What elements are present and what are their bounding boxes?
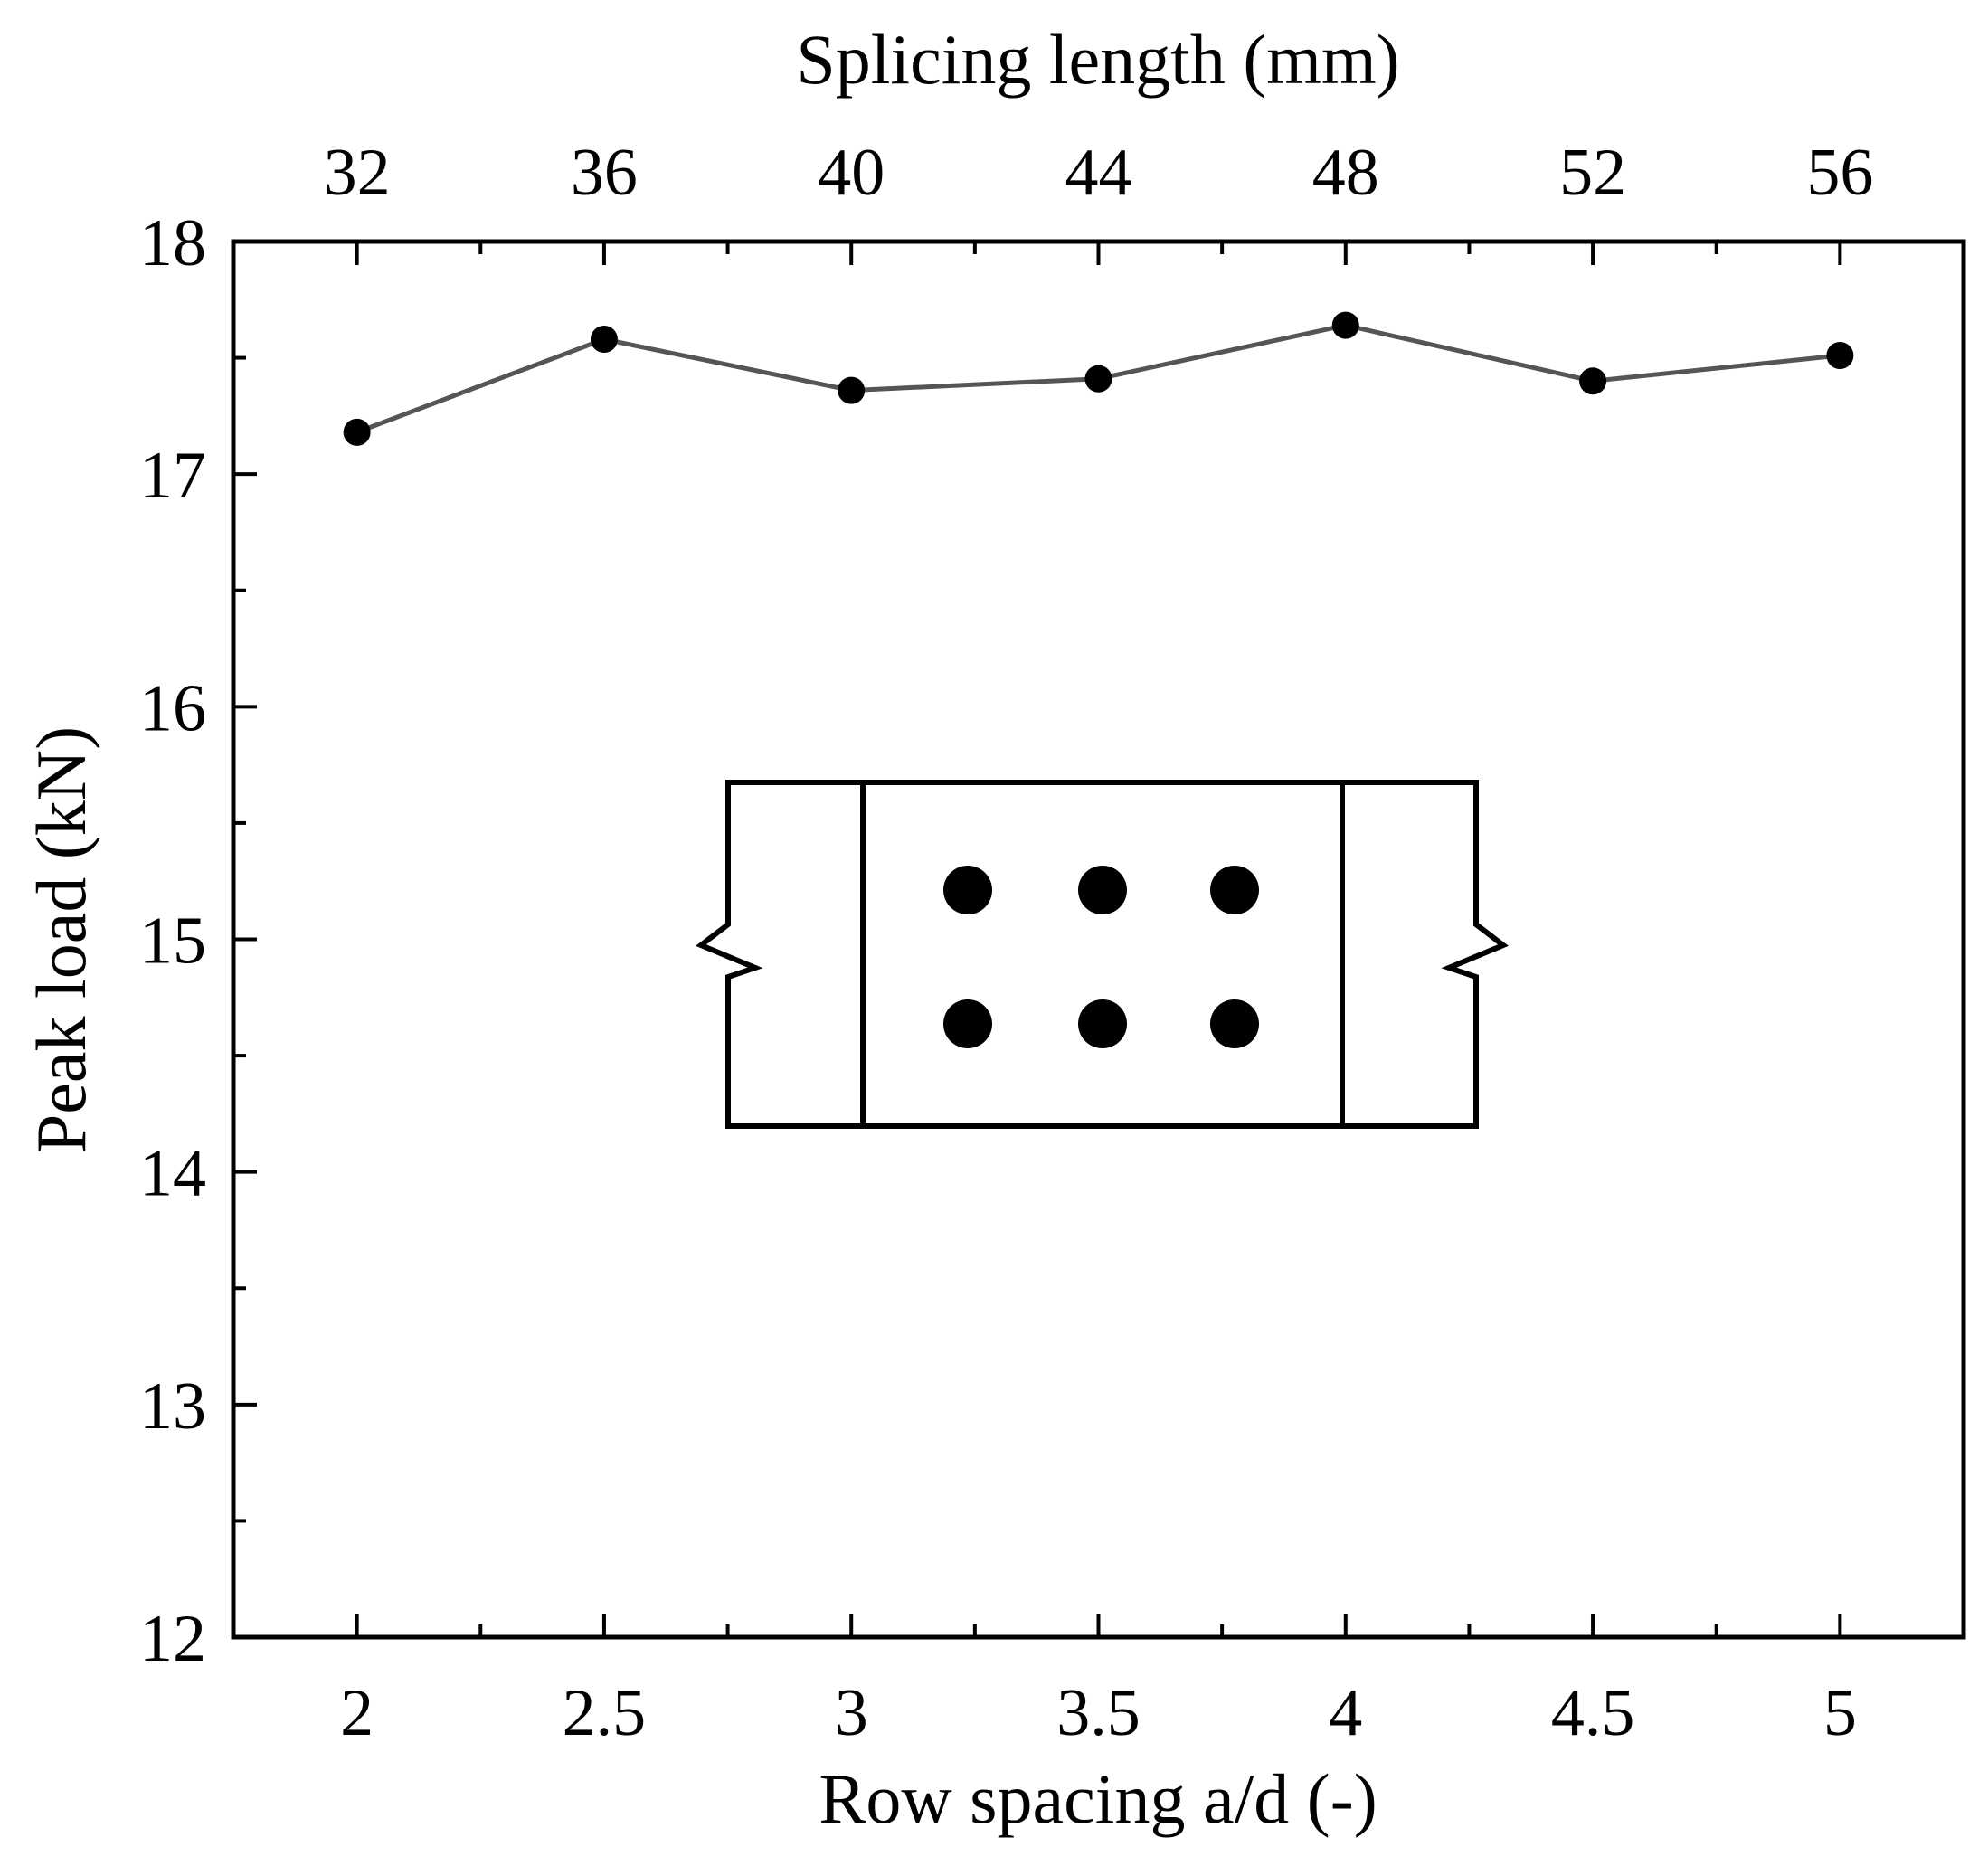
x2-tick-label: 48 <box>1312 136 1379 210</box>
x2-tick-label: 36 <box>571 136 638 210</box>
x2-tick-label: 40 <box>818 136 885 210</box>
data-point <box>838 376 866 404</box>
inset-bolt <box>1210 866 1259 914</box>
x-tick-label: 4 <box>1329 1676 1362 1750</box>
x-tick-label: 3.5 <box>1056 1676 1141 1750</box>
y-tick-label: 16 <box>139 671 206 745</box>
data-point <box>1826 342 1854 370</box>
y-tick-label: 14 <box>139 1137 206 1211</box>
inset-splice-plate <box>860 780 1345 1129</box>
tick-labels: 2 2.5 3 3.5 4 4.5 5 32 36 40 44 48 52 56 12 13 14 15 16 17 1… <box>139 136 1873 1750</box>
x-axis-title: Row spacing a/d (-) <box>819 1759 1377 1838</box>
x-tick-label: 5 <box>1823 1676 1857 1750</box>
y-tick-label: 13 <box>139 1369 206 1444</box>
bolted-joint-inset-diagram <box>696 780 1509 1129</box>
inset-bolt <box>943 866 992 914</box>
inset-bolt <box>943 999 992 1048</box>
data-point <box>590 326 618 354</box>
plot-frame <box>231 239 1966 1640</box>
y-axis-title: Peak load (kN) <box>22 726 100 1153</box>
inset-bolt <box>1078 999 1127 1048</box>
data-point <box>343 418 371 446</box>
x-tick-label: 2 <box>340 1676 374 1750</box>
x-tick-label: 4.5 <box>1551 1676 1635 1750</box>
x-tick-label: 2.5 <box>563 1676 647 1750</box>
x2-tick-label: 52 <box>1559 136 1626 210</box>
x2-tick-label: 44 <box>1065 136 1132 210</box>
inset-bolt <box>1078 866 1127 914</box>
data-point <box>1084 365 1112 393</box>
series-layer <box>343 311 1854 446</box>
y-tick-label: 12 <box>139 1602 206 1676</box>
data-point <box>1331 311 1359 339</box>
inset-bolt <box>1210 999 1259 1048</box>
x2-axis-title: Splicing length (mm) <box>796 20 1399 99</box>
y-tick-label: 17 <box>139 439 206 513</box>
x2-tick-label: 56 <box>1806 136 1873 210</box>
x-tick-label: 3 <box>835 1676 868 1750</box>
inset-right-plate <box>1342 780 1509 1129</box>
inset-left-plate <box>696 780 863 1129</box>
y-tick-label: 18 <box>139 206 206 280</box>
x2-tick-label: 32 <box>324 136 391 210</box>
y-tick-label: 15 <box>139 905 206 979</box>
data-point <box>1579 367 1607 395</box>
